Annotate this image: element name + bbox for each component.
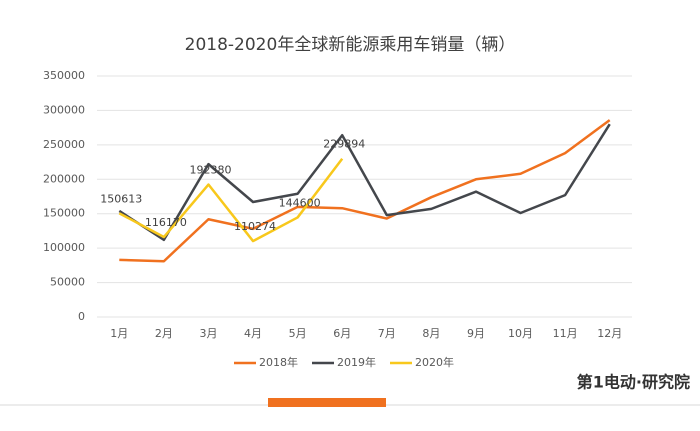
data-label: 229894 [323,138,365,151]
data-label: 150613 [100,192,142,205]
x-tick-label: 2月 [155,327,173,340]
x-tick-label: 1月 [110,327,128,340]
series-line [118,123,611,242]
legend-label: 2020年 [415,355,454,369]
x-tick-label: 7月 [378,327,396,340]
y-tick-label: 0 [78,310,85,323]
data-label: 110274 [234,220,276,233]
x-tick-label: 9月 [467,327,485,340]
brand: 第1电动·研究院 [577,373,690,392]
x-tick-label: 3月 [199,327,217,340]
x-tick-label: 12月 [597,327,622,340]
x-tick-label: 11月 [553,327,578,340]
y-tick-label: 50000 [50,276,85,289]
legend-label: 2018年 [259,355,298,369]
x-tick-label: 4月 [244,327,262,340]
x-tick-label: 10月 [508,327,533,340]
y-tick-label: 150000 [43,207,85,220]
y-tick-label: 200000 [43,172,85,185]
chart-title: 2018-2020年全球新能源乘用车销量（辆） [185,35,516,55]
x-tick-label: 8月 [422,327,440,340]
data-label: 116170 [145,216,187,229]
y-tick-label: 300000 [43,103,85,116]
series-line [119,119,611,263]
series-line [118,157,344,243]
data-label: 144600 [279,196,321,209]
y-tick-label: 100000 [43,241,85,254]
y-tick-label: 250000 [43,138,85,151]
y-tick-label: 350000 [43,69,85,82]
footer-bar [268,398,386,407]
legend-label: 2019年 [337,355,376,369]
data-label: 192380 [189,164,231,177]
x-tick-label: 5月 [289,327,307,340]
x-tick-label: 6月 [333,327,351,340]
